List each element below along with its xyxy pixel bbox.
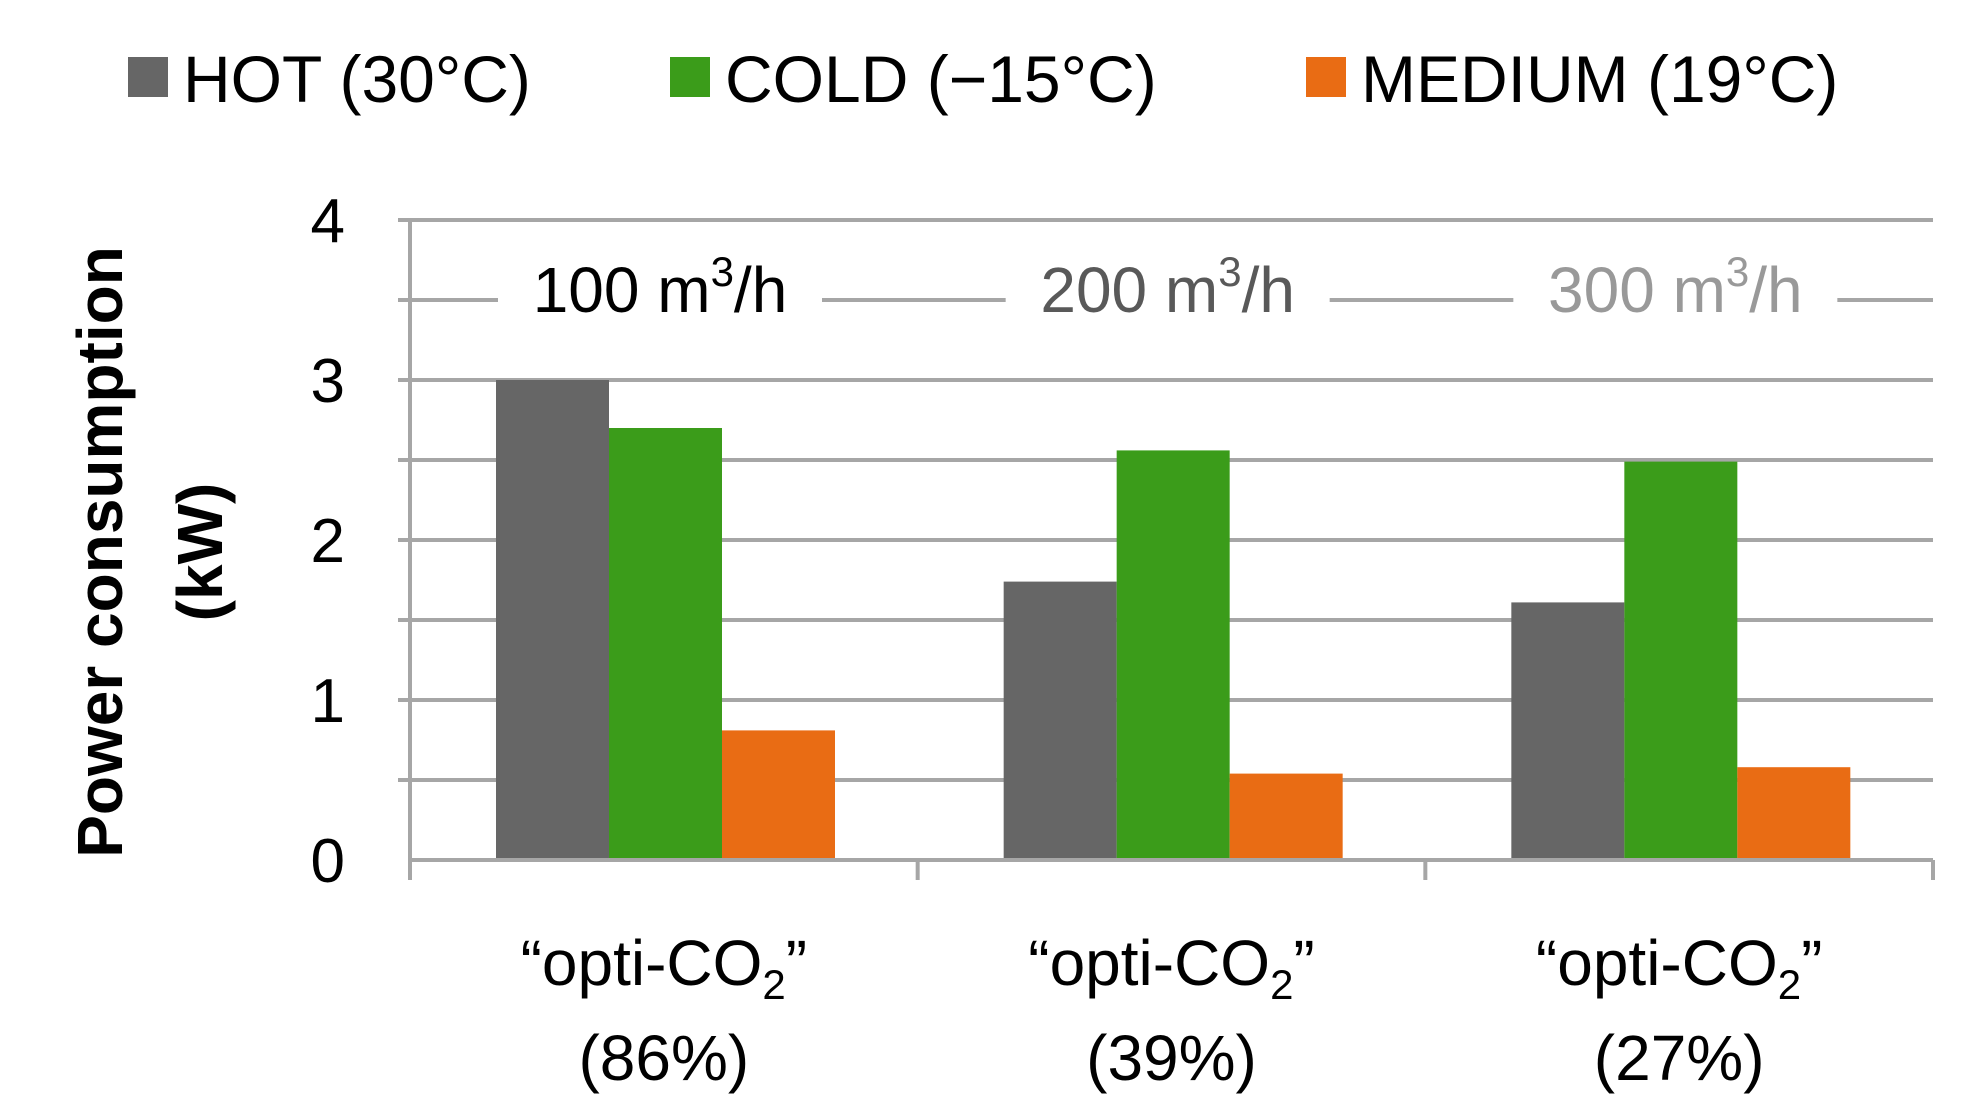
legend-swatch [1306, 57, 1346, 97]
axes: 0 1 2 3 4 “opti-CO2” (86%) “opti-CO2” (39%) “opti… [311, 187, 1935, 1094]
legend-entry: HOT (30°C) [183, 42, 531, 116]
bar [1229, 773, 1343, 860]
category-percent-label: (86%) [578, 1022, 749, 1094]
category-label: “opti-CO2” [1028, 927, 1314, 1008]
y-axis-title-line1: Power consumption [64, 246, 136, 858]
category-label: “opti-CO2” [1536, 927, 1822, 1008]
y-tick-label: 0 [311, 827, 345, 896]
y-tick-label: 3 [311, 347, 345, 416]
y-tick-label: 1 [311, 667, 345, 736]
flow-label-background [1005, 255, 1330, 323]
flow-rate-label: 300 m3/h [1548, 248, 1803, 326]
flow-rate-label: 200 m3/h [1040, 248, 1295, 326]
flow-label-background [1513, 255, 1838, 323]
bar [1511, 602, 1625, 860]
y-axis-title-line2: (kW) [164, 483, 236, 622]
y-axis-title: Power consumption (kW) [64, 246, 236, 858]
bar [1116, 450, 1230, 860]
legend-swatch [128, 57, 168, 97]
bar [1003, 581, 1117, 860]
bar [1737, 767, 1851, 860]
category-percent-label: (39%) [1086, 1022, 1257, 1094]
legend-swatch [670, 57, 710, 97]
y-tick-label: 4 [311, 187, 345, 256]
legend-entry: MEDIUM (19°C) [1361, 42, 1838, 116]
bar [1624, 461, 1738, 860]
flow-label-background [498, 255, 822, 323]
y-tick-label: 2 [311, 507, 345, 576]
legend-entry: COLD (−15°C) [725, 42, 1157, 116]
legend: HOT (30°C) COLD (−15°C) MEDIUM (19°C) [128, 42, 1838, 116]
flow-labels: 100 m3/h 200 m3/h 300 m3/h [498, 248, 1838, 326]
bar [722, 730, 835, 860]
flow-rate-label: 100 m3/h [533, 248, 788, 326]
bar [496, 380, 609, 860]
category-label: “opti-CO2” [521, 927, 807, 1008]
bar [609, 428, 722, 860]
category-percent-label: (27%) [1594, 1022, 1765, 1094]
bars [496, 380, 1851, 860]
